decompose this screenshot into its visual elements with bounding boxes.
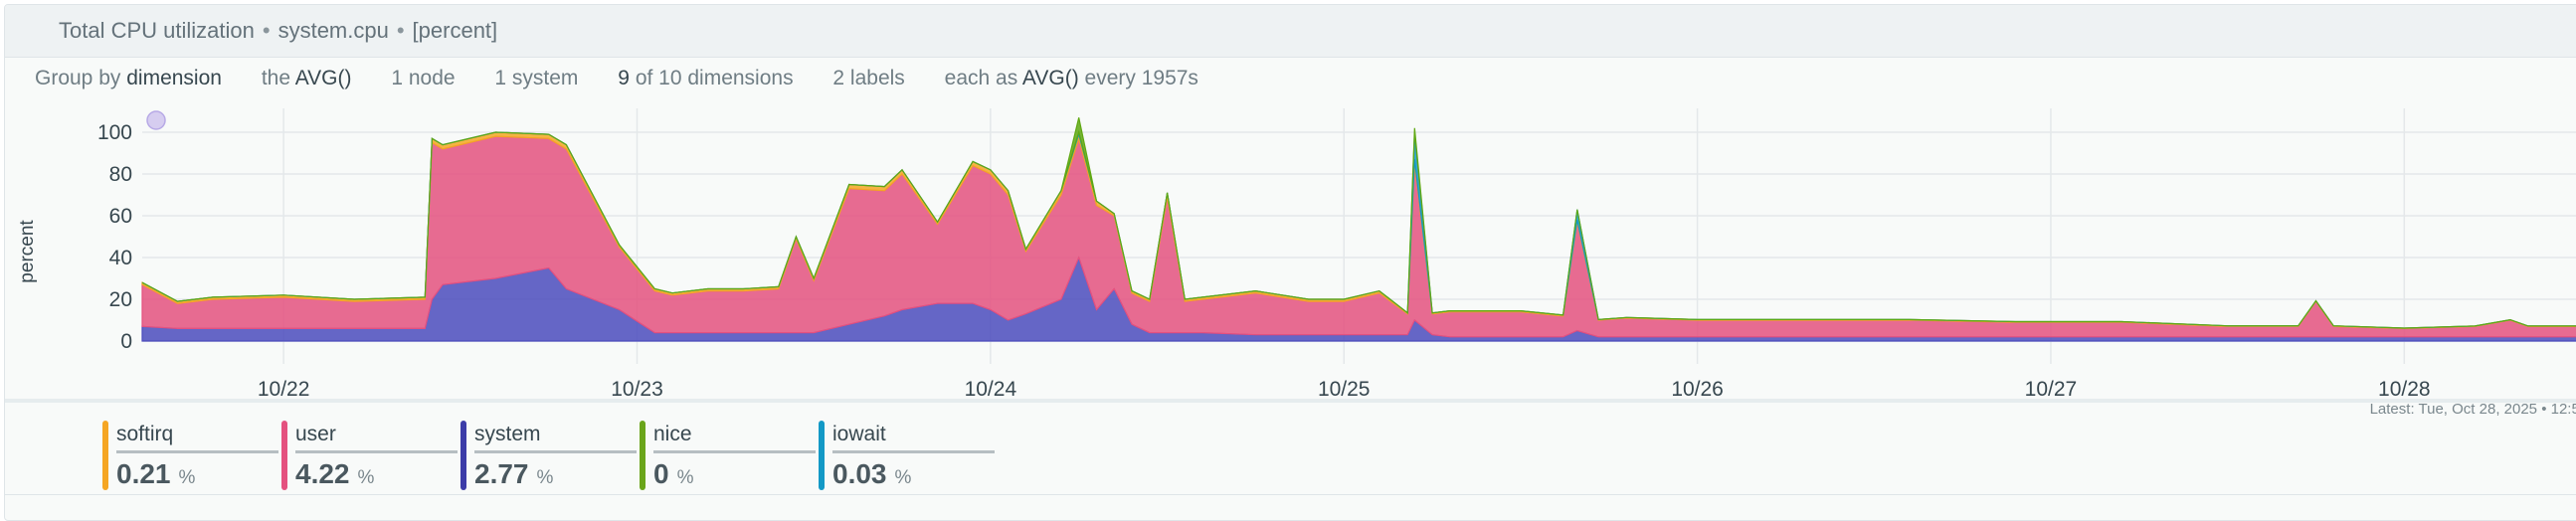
aggregation-prefix: the bbox=[261, 67, 291, 89]
chart-title: Total CPU utilization • system.cpu • [percen… bbox=[59, 18, 497, 44]
legend-value: 0.21% bbox=[116, 458, 195, 490]
legend-value: 4.22% bbox=[295, 458, 374, 490]
systems-label: 1 system bbox=[494, 67, 579, 89]
dimensions-selector[interactable]: 9 of 10 dimensions bbox=[618, 67, 793, 90]
legend-value-number: 0 bbox=[653, 458, 669, 489]
legend-color-bar bbox=[460, 421, 466, 490]
group-by-value: dimension bbox=[126, 67, 222, 89]
legend-item-nice[interactable]: nice 0% bbox=[640, 419, 816, 494]
legend-item-user[interactable]: user 4.22% bbox=[281, 419, 458, 494]
x-tick-label: 10/26 bbox=[1671, 378, 1724, 399]
x-tick-label: 10/27 bbox=[2025, 378, 2078, 399]
chart-panel: Total CPU utilization • system.cpu • [percen… bbox=[4, 4, 2576, 521]
legend-underline bbox=[295, 450, 458, 453]
time-agg-value: AVG() bbox=[1021, 67, 1079, 89]
legend-name: iowait bbox=[832, 423, 886, 445]
legend-item-system[interactable]: system 2.77% bbox=[460, 419, 637, 494]
legend-value-unit: % bbox=[894, 467, 912, 488]
chart-title-text: Total CPU utilization bbox=[59, 18, 255, 43]
systems-selector[interactable]: 1 system bbox=[494, 67, 578, 90]
x-tick-label: 10/25 bbox=[1318, 378, 1371, 399]
cpu-area-chart[interactable]: 0 20 40 60 80 100 10/22 10/23 10/24 10/25 10/26 10/… bbox=[5, 100, 2576, 399]
labels-selector[interactable]: 2 labels bbox=[832, 67, 904, 90]
dimensions-rest: of 10 dimensions bbox=[635, 67, 794, 89]
chart-toolbar: Group by dimension the AVG() 1 node 1 sy… bbox=[35, 67, 1232, 98]
chart-area[interactable]: 0 20 40 60 80 100 10/22 10/23 10/24 10/25 10/26 10/… bbox=[5, 100, 2576, 399]
legend-value: 0% bbox=[653, 458, 693, 490]
legend-value-unit: % bbox=[178, 467, 196, 488]
dimensions-count: 9 bbox=[618, 67, 630, 89]
legend-name: user bbox=[295, 423, 336, 445]
latest-timestamp: Latest: Tue, Oct 28, 2025 • 12:56:14 bbox=[2369, 401, 2576, 418]
nodes-selector[interactable]: 1 node bbox=[391, 67, 455, 90]
aggregation-value: AVG() bbox=[294, 67, 352, 89]
annotation-marker bbox=[146, 110, 166, 130]
legend-value-number: 4.22 bbox=[295, 458, 350, 489]
legend-underline bbox=[474, 450, 637, 453]
legend-color-bar bbox=[819, 421, 825, 490]
legend-value-unit: % bbox=[536, 467, 554, 488]
legend-value-unit: % bbox=[676, 467, 694, 488]
title-separator: • bbox=[262, 18, 271, 43]
y-tick-label: 0 bbox=[120, 330, 132, 353]
legend-value-unit: % bbox=[357, 467, 375, 488]
legend-value: 0.03% bbox=[832, 458, 911, 490]
legend-name: nice bbox=[653, 423, 692, 445]
legend-value-number: 2.77 bbox=[474, 458, 529, 489]
group-by-prefix: Group by bbox=[35, 67, 121, 89]
legend-underline bbox=[116, 450, 278, 453]
group-by-selector[interactable]: Group by dimension bbox=[35, 67, 222, 90]
x-tick-label: 10/22 bbox=[258, 378, 310, 399]
legend-color-bar bbox=[281, 421, 287, 490]
legend-underline bbox=[832, 450, 995, 453]
area-series-nice bbox=[141, 117, 2576, 329]
y-tick-label: 20 bbox=[109, 288, 132, 311]
legend-value: 2.77% bbox=[474, 458, 553, 490]
x-tick-label: 10/28 bbox=[2378, 378, 2431, 399]
time-aggregation-selector[interactable]: each as AVG() every 1957s bbox=[945, 67, 1198, 90]
legend-underline bbox=[653, 450, 816, 453]
title-separator: • bbox=[396, 18, 405, 43]
x-tick-label: 10/23 bbox=[611, 378, 663, 399]
legend-name: softirq bbox=[116, 423, 174, 445]
legend-name: system bbox=[474, 423, 541, 445]
x-tick-label: 10/24 bbox=[965, 378, 1017, 399]
legend-color-bar bbox=[102, 421, 108, 490]
chart-bottom-strip bbox=[5, 399, 2576, 403]
y-tick-label: 40 bbox=[109, 247, 132, 269]
y-tick-label: 60 bbox=[109, 205, 132, 228]
time-agg-prefix: each as bbox=[944, 67, 1018, 89]
y-tick-label: 80 bbox=[109, 163, 132, 186]
y-axis-label: percent bbox=[17, 220, 38, 283]
chart-units: [percent] bbox=[412, 18, 498, 43]
y-tick-label: 100 bbox=[97, 121, 132, 144]
chart-context: system.cpu bbox=[277, 18, 389, 43]
labels-label: 2 labels bbox=[832, 67, 905, 89]
legend-value-number: 0.03 bbox=[832, 458, 887, 489]
nodes-label: 1 node bbox=[391, 67, 456, 89]
aggregation-selector[interactable]: the AVG() bbox=[262, 67, 352, 90]
legend-color-bar bbox=[640, 421, 645, 490]
legend-value-number: 0.21 bbox=[116, 458, 171, 489]
legend-item-iowait[interactable]: iowait 0.03% bbox=[819, 419, 995, 494]
footer-divider bbox=[5, 494, 2576, 495]
legend-item-softirq[interactable]: softirq 0.21% bbox=[102, 419, 278, 494]
title-bar: Total CPU utilization • system.cpu • [percen… bbox=[5, 5, 2576, 58]
time-agg-suffix: every 1957s bbox=[1084, 67, 1198, 89]
